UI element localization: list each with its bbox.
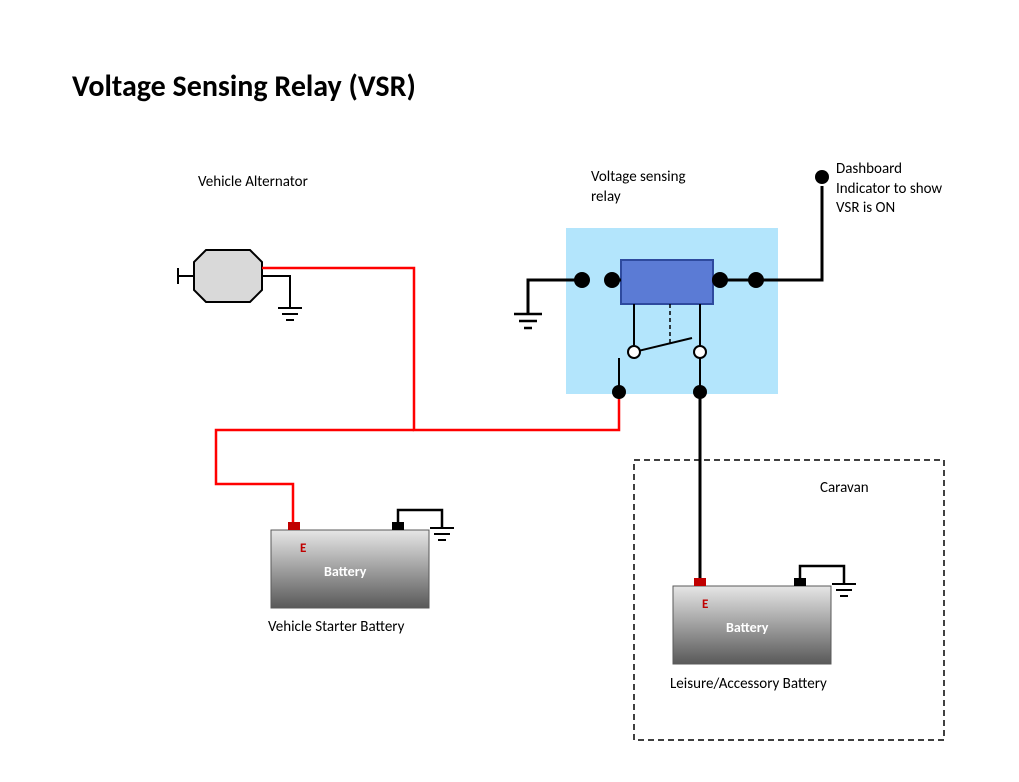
ground-icon [430,528,454,540]
alternator-icon [194,250,262,302]
ground-icon [514,314,542,328]
relay-box [566,228,778,394]
relay-coil [621,260,713,304]
wire-red-main [262,268,619,430]
ground-icon [832,584,856,596]
battery-label: Battery [324,563,367,580]
ground-icon [278,308,302,320]
battery-e-label: E [300,541,306,556]
diagram-svg: E Battery E Battery [0,0,1019,782]
battery-e-label: E [702,597,708,612]
battery-label: Battery [726,619,769,636]
indicator-dot [815,170,829,184]
wire-red-branch [216,430,414,530]
